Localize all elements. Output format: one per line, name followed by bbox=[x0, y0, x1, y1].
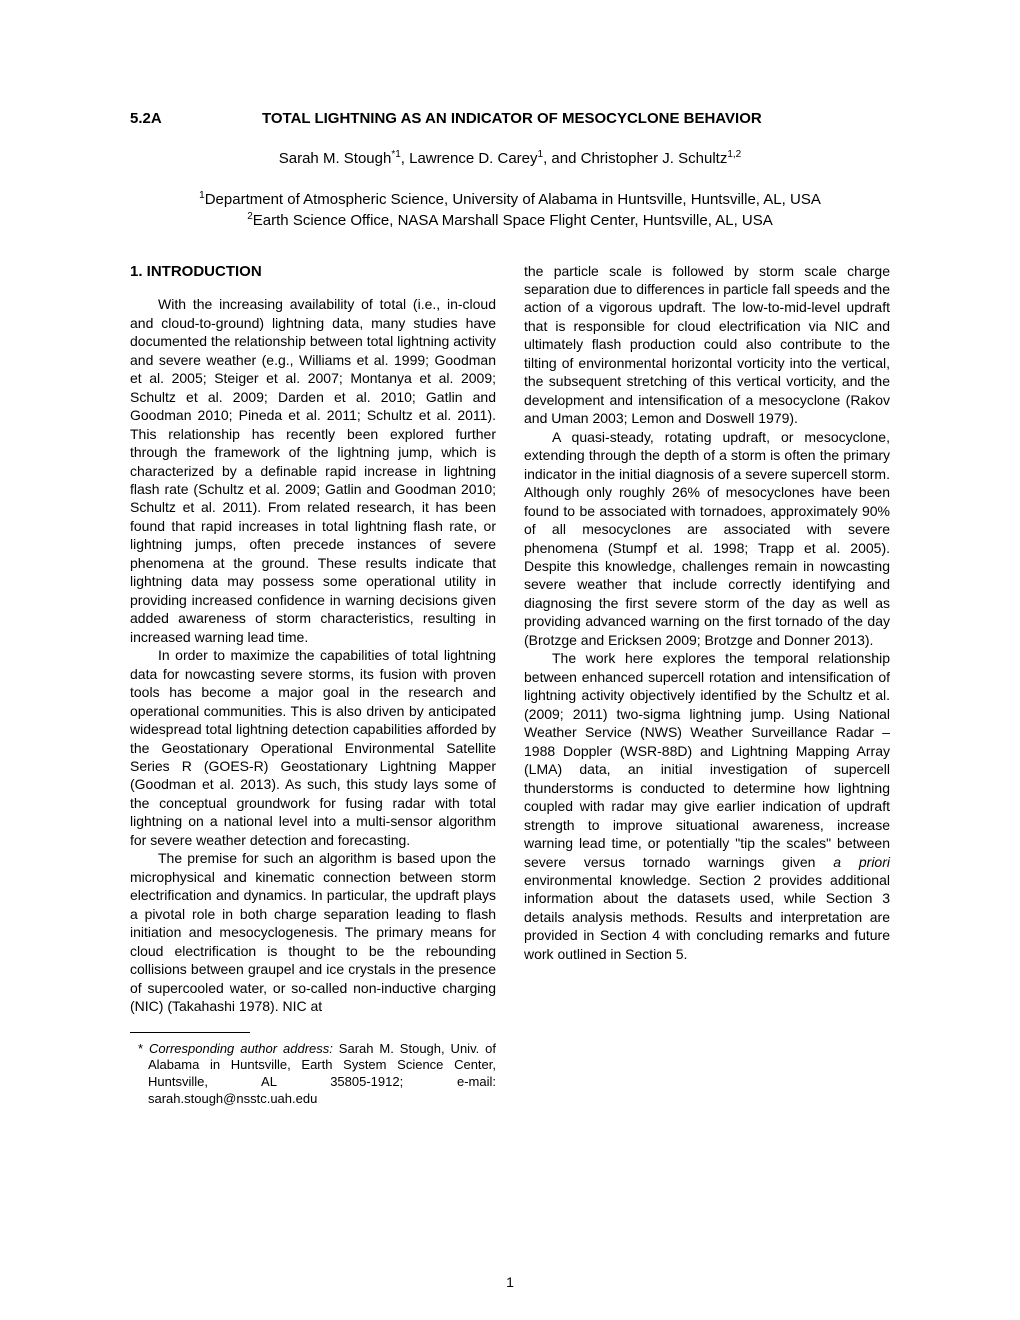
footnote-rule bbox=[130, 1032, 250, 1033]
left-paragraph-1: With the increasing availability of tota… bbox=[130, 295, 496, 646]
left-column: 1. INTRODUCTION With the increasing avai… bbox=[130, 262, 496, 1109]
authors-line: Sarah M. Stough*1, Lawrence D. Carey1, a… bbox=[130, 149, 890, 167]
right-paragraph-1: the particle scale is followed by storm … bbox=[524, 262, 890, 428]
left-paragraph-3: The premise for such an algorithm is bas… bbox=[130, 849, 496, 1015]
footnote-label: Corresponding author address: bbox=[149, 1041, 333, 1056]
left-paragraph-2: In order to maximize the capabilities of… bbox=[130, 646, 496, 849]
paper-title: TOTAL LIGHTNING AS AN INDICATOR OF MESOC… bbox=[162, 110, 890, 127]
a-priori-italic: a priori bbox=[833, 854, 890, 870]
page-number: 1 bbox=[0, 1274, 1020, 1290]
affiliation-2: 2Earth Science Office, NASA Marshall Spa… bbox=[130, 210, 890, 231]
section-1-heading: 1. INTRODUCTION bbox=[130, 262, 496, 282]
affiliations: 1Department of Atmospheric Science, Univ… bbox=[130, 189, 890, 232]
right-paragraph-3: The work here explores the temporal rela… bbox=[524, 649, 890, 963]
right-column: the particle scale is followed by storm … bbox=[524, 262, 890, 1109]
corresponding-author-footnote: * Corresponding author address: Sarah M.… bbox=[130, 1041, 496, 1109]
affiliation-1: 1Department of Atmospheric Science, Univ… bbox=[130, 189, 890, 210]
right-p3-part-a: The work here explores the temporal rela… bbox=[524, 650, 890, 869]
right-paragraph-2: A quasi-steady, rotating updraft, or mes… bbox=[524, 428, 890, 650]
paper-number: 5.2A bbox=[130, 110, 162, 127]
two-column-layout: 1. INTRODUCTION With the increasing avai… bbox=[130, 262, 890, 1109]
right-p3-part-b: environmental knowledge. Section 2 provi… bbox=[524, 872, 890, 962]
